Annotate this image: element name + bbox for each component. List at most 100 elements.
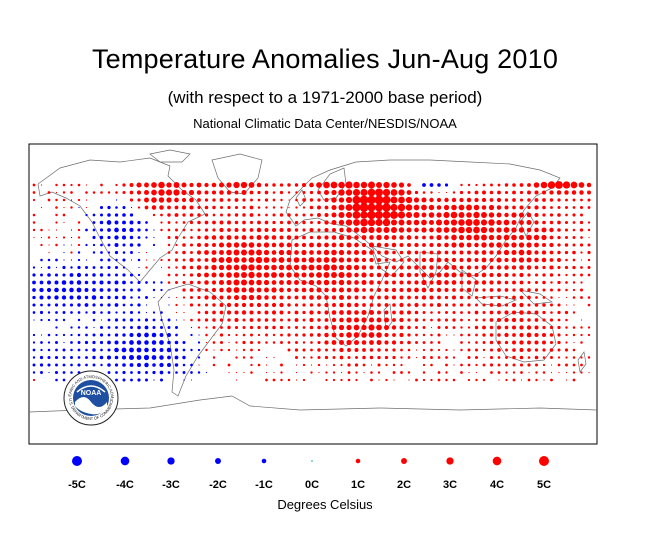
anomaly-dot bbox=[564, 243, 569, 247]
anomaly-dot bbox=[512, 198, 516, 202]
anomaly-dot bbox=[519, 205, 524, 210]
anomaly-dot bbox=[167, 258, 171, 262]
anomaly-dot bbox=[62, 265, 66, 270]
anomaly-dot bbox=[565, 371, 568, 374]
anomaly-dot bbox=[474, 272, 479, 278]
anomaly-dot bbox=[62, 363, 66, 367]
anomaly-dot bbox=[414, 273, 419, 277]
anomaly-dot bbox=[556, 190, 562, 195]
anomaly-dot bbox=[121, 355, 127, 360]
anomaly-dot bbox=[399, 242, 404, 248]
anomaly-dot bbox=[527, 378, 531, 382]
anomaly-dot bbox=[534, 288, 539, 292]
anomaly-dot bbox=[565, 304, 568, 306]
anomaly-dot bbox=[489, 325, 494, 330]
anomaly-dot bbox=[243, 371, 245, 374]
anomaly-dot bbox=[287, 326, 291, 329]
anomaly-dot bbox=[40, 266, 43, 269]
anomaly-dot bbox=[512, 340, 516, 345]
anomaly-dot bbox=[474, 197, 479, 203]
anomaly-dot bbox=[70, 311, 73, 314]
anomaly-dot bbox=[204, 258, 209, 262]
anomaly-dot bbox=[368, 242, 375, 248]
anomaly-dot bbox=[48, 251, 50, 254]
anomaly-dot bbox=[496, 197, 502, 203]
anomaly-dot bbox=[130, 378, 133, 382]
anomaly-dot bbox=[196, 182, 202, 188]
anomaly-dot bbox=[158, 197, 165, 203]
anomaly-dot bbox=[534, 205, 539, 210]
anomaly-dot bbox=[144, 318, 149, 322]
anomaly-dot bbox=[465, 226, 473, 234]
anomaly-dot bbox=[257, 190, 261, 195]
anomaly-dot bbox=[272, 318, 276, 322]
anomaly-dot bbox=[467, 326, 471, 329]
anomaly-dot bbox=[407, 340, 411, 345]
anomaly-dot bbox=[474, 257, 479, 263]
anomaly-dot bbox=[301, 182, 307, 188]
anomaly-dot bbox=[122, 213, 126, 217]
anomaly-dot bbox=[92, 235, 96, 240]
anomaly-dot bbox=[511, 302, 517, 308]
coast-australia bbox=[495, 311, 557, 363]
anomaly-dot bbox=[39, 363, 44, 367]
anomaly-dot bbox=[70, 244, 73, 246]
anomaly-dot bbox=[168, 304, 170, 306]
legend-label: -1C bbox=[255, 479, 273, 491]
anomaly-dot bbox=[55, 318, 58, 322]
anomaly-dot bbox=[227, 325, 231, 330]
anomaly-dot bbox=[226, 249, 232, 256]
anomaly-dot bbox=[331, 264, 337, 271]
anomaly-dot bbox=[287, 378, 291, 382]
anomaly-dot bbox=[519, 280, 524, 285]
anomaly-dot bbox=[100, 258, 103, 262]
anomaly-dot bbox=[390, 189, 398, 196]
anomaly-dot bbox=[218, 257, 225, 263]
anomaly-dot bbox=[505, 348, 508, 352]
anomaly-dot bbox=[444, 250, 449, 255]
anomaly-dot bbox=[286, 279, 292, 286]
anomaly-dot bbox=[519, 363, 524, 367]
anomaly-dot bbox=[249, 190, 254, 195]
anomaly-dot bbox=[489, 348, 494, 352]
anomaly-dot bbox=[308, 264, 315, 271]
legend-label: 0C bbox=[304, 479, 320, 491]
anomaly-dot bbox=[294, 228, 299, 232]
anomaly-dot bbox=[580, 251, 583, 254]
anomaly-dot bbox=[451, 204, 457, 211]
anomaly-dot bbox=[122, 370, 126, 375]
anomaly-dot bbox=[159, 362, 164, 368]
anomaly-dot bbox=[92, 251, 96, 254]
anomaly-dot bbox=[287, 191, 291, 194]
anomaly-dot bbox=[430, 348, 433, 352]
anomaly-dot bbox=[407, 325, 411, 330]
anomaly-dot bbox=[572, 198, 576, 202]
anomaly-dot bbox=[475, 371, 478, 374]
anomaly-dot bbox=[263, 264, 270, 271]
anomaly-dot bbox=[227, 363, 231, 367]
anomaly-dot bbox=[421, 272, 427, 278]
anomaly-dot bbox=[511, 265, 517, 270]
anomaly-dot bbox=[62, 303, 66, 307]
anomaly-dot bbox=[288, 199, 290, 201]
anomaly-dot bbox=[99, 340, 104, 345]
anomaly-dot bbox=[272, 206, 276, 209]
anomaly-dot bbox=[107, 235, 111, 240]
anomaly-dot bbox=[399, 250, 404, 255]
anomaly-dot bbox=[293, 264, 300, 271]
anomaly-dot bbox=[512, 363, 516, 367]
anomaly-dot bbox=[316, 295, 322, 300]
anomaly-dot bbox=[55, 333, 58, 337]
anomaly-dot bbox=[452, 378, 456, 382]
anomaly-dot bbox=[137, 378, 141, 382]
anomaly-dot bbox=[122, 190, 126, 195]
anomaly-dot bbox=[145, 266, 148, 269]
anomaly-dot bbox=[47, 295, 51, 300]
anomaly-dot bbox=[488, 227, 495, 233]
anomaly-dot bbox=[481, 272, 487, 278]
anomaly-dot bbox=[204, 220, 209, 225]
anomaly-dot bbox=[346, 235, 352, 240]
anomaly-dot bbox=[369, 340, 374, 345]
anomaly-dot bbox=[152, 288, 156, 292]
anomaly-dot bbox=[489, 198, 494, 202]
